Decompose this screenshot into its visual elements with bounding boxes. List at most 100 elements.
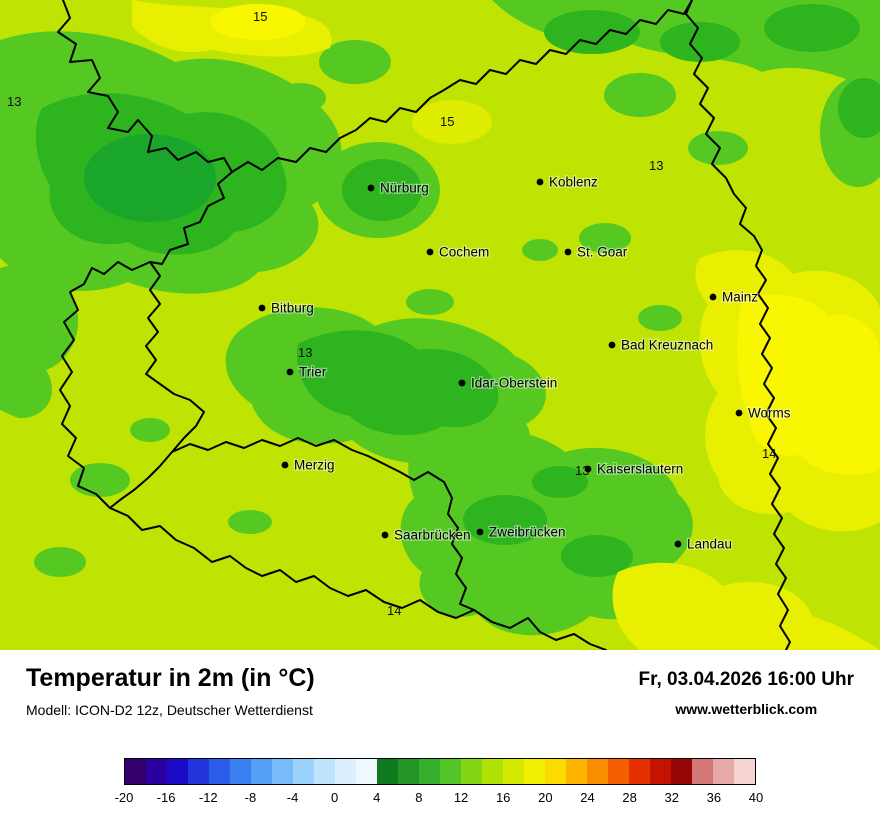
colorbar-tick-label: 28: [622, 790, 637, 805]
city-label: Bad Kreuznach: [621, 338, 713, 353]
city-label: Mainz: [722, 290, 758, 305]
colorbar-segment: [608, 759, 629, 784]
border-luxembourg-east: [109, 261, 205, 509]
colorbar-segment: [167, 759, 188, 784]
city-dot: [536, 178, 544, 186]
city-label: Koblenz: [549, 175, 598, 190]
dark-green-area: [544, 10, 640, 54]
city-label: Idar-Oberstein: [471, 376, 557, 391]
map-temp-label: 14: [762, 446, 776, 461]
colorbar-tick-label: -12: [198, 790, 218, 805]
colorbar-segment: [734, 759, 755, 784]
colorbar-segment: [272, 759, 293, 784]
city-dot: [281, 461, 289, 469]
city-dot: [674, 540, 682, 548]
colorbar-segment: [692, 759, 713, 784]
green-area: [688, 131, 748, 165]
colorbar-segment: [503, 759, 524, 784]
colorbar-tick-label: 40: [748, 790, 764, 805]
colorbar-tick-label: -8: [244, 790, 257, 805]
colorbar-segment: [356, 759, 377, 784]
green-area: [130, 418, 170, 442]
yellow-area: [210, 4, 306, 40]
colorbar-ticks: -20 -16 -12 -8 -4 0 4 8 12 16 20 24 28 32 36 40: [115, 790, 764, 808]
model-info: Modell: ICON-D2 12z, Deutscher Wetterdie…: [26, 702, 313, 718]
map-temp-label: 14: [387, 603, 401, 618]
colorbar-segment: [230, 759, 251, 784]
city-dot: [584, 465, 592, 473]
colorbar-tick-label: 4: [373, 790, 381, 805]
colorbar-tick-label: 16: [495, 790, 511, 805]
colorbar-tick-label: -20: [114, 790, 134, 805]
colorbar-segment: [671, 759, 692, 784]
colorbar-segment: [293, 759, 314, 784]
dark-green-area: [838, 78, 880, 138]
colorbar-tick-label: -16: [156, 790, 176, 805]
colorbar-tick-label: 20: [538, 790, 553, 805]
dark-green-area: [84, 134, 216, 222]
green-area: [34, 547, 86, 577]
colorbar-segment: [335, 759, 356, 784]
map-temp-label: 13: [7, 94, 21, 109]
city-dot: [608, 341, 616, 349]
border-luxembourg-west: [59, 261, 151, 509]
dark-green-area: [561, 535, 633, 577]
colorbar-segment: [482, 759, 503, 784]
city-label: Nürburg: [380, 181, 429, 196]
website-link[interactable]: www.wetterblick.com: [675, 701, 818, 717]
border-belgium-south: [149, 171, 233, 265]
city-dot: [458, 379, 466, 387]
green-area: [522, 239, 558, 261]
map-temp-label: 15: [440, 114, 454, 129]
colorbar-tick-label: 32: [664, 790, 679, 805]
dark-green-area: [297, 330, 499, 436]
colorbar-segment: [713, 759, 734, 784]
colorbar-tick-label: 24: [580, 790, 595, 805]
temperature-scale: -20 -16 -12 -8 -4 0 4 8 12 16 20 24 28 32 36 40: [115, 758, 764, 808]
temperature-shading: [0, 0, 880, 650]
colorbar-segment: [461, 759, 482, 784]
colorbar-tick-label: 12: [453, 790, 469, 805]
map-temp-label: 13: [298, 345, 312, 360]
colorbar-segment: [146, 759, 167, 784]
city-dot: [709, 293, 717, 301]
city-label: Cochem: [439, 245, 489, 260]
colorbar: [124, 758, 756, 785]
city-dot: [367, 184, 375, 192]
dark-green-area: [764, 4, 860, 52]
colorbar-segment: [650, 759, 671, 784]
colorbar-tick-label: 0: [331, 790, 339, 805]
border-east: [685, 0, 791, 650]
green-area: [0, 264, 79, 419]
green-area: [406, 289, 454, 315]
map-temp-label: 13: [649, 158, 663, 173]
green-area: [319, 40, 391, 84]
dark-green-area: [342, 159, 422, 221]
colorbar-segment: [440, 759, 461, 784]
dark-green-area: [463, 495, 547, 545]
green-area: [604, 73, 676, 117]
colorbar-segment: [314, 759, 335, 784]
colorbar-segment: [125, 759, 146, 784]
city-label: Merzig: [294, 458, 335, 473]
dark-green-area: [660, 22, 740, 62]
colorbar-tick-label: 8: [415, 790, 423, 805]
city-dot: [476, 528, 484, 536]
colorbar-segment: [545, 759, 566, 784]
colorbar-segment: [587, 759, 608, 784]
colorbar-segment: [377, 759, 398, 784]
city-label: Kaiserslautern: [597, 462, 683, 477]
border-lines: [57, 0, 791, 650]
city-label: Worms: [748, 406, 791, 421]
city-markers: Nürburg Koblenz Cochem St. Goar Bitburg Mainz…: [258, 173, 792, 553]
border-belgium: [57, 0, 233, 173]
city-dot: [426, 248, 434, 256]
colorbar-segment: [209, 759, 230, 784]
green-area: [274, 83, 326, 113]
city-dot: [286, 368, 294, 376]
page-title: Temperatur in 2m (in °C): [26, 664, 315, 692]
info-right: Fr, 03.04.2026 16:00 Uhr www.wetterblick…: [639, 664, 854, 717]
